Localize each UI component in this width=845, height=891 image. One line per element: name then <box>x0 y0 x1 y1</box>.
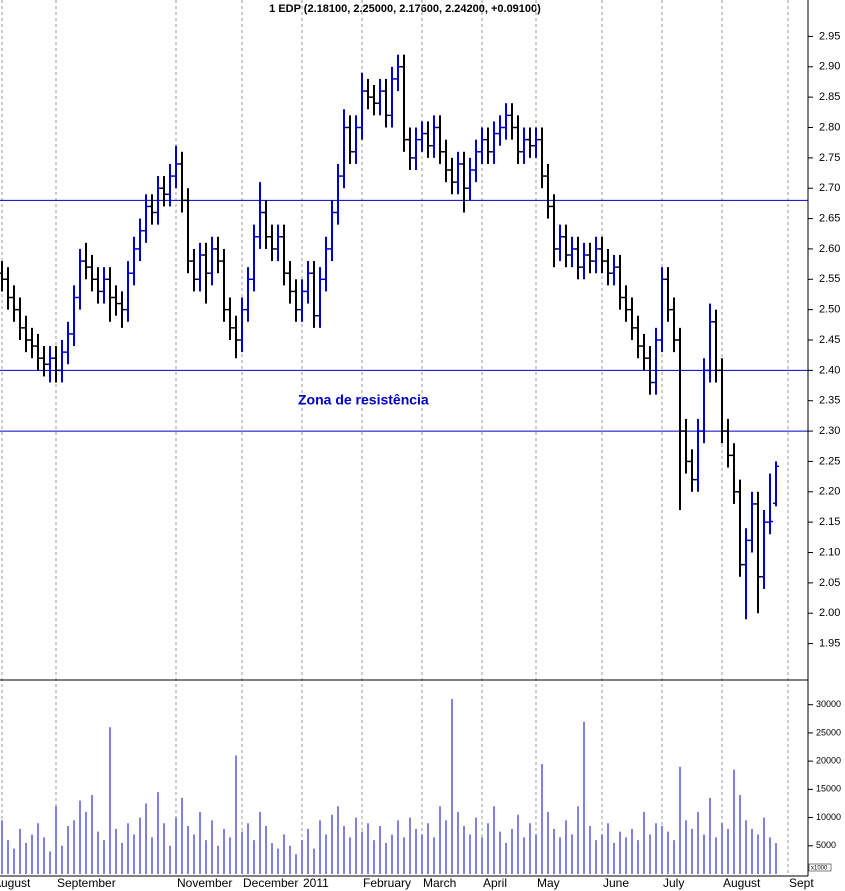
y-tick-label: 2.85 <box>819 91 840 103</box>
y-tick-label: 2.30 <box>819 425 840 437</box>
y-tick-label: 2.50 <box>819 304 840 316</box>
volume-tick-label: 20000 <box>816 756 841 766</box>
volume-tick-label: 5000 <box>816 840 836 850</box>
y-tick-label: 2.55 <box>819 273 840 285</box>
y-tick-label: 2.80 <box>819 121 840 133</box>
y-tick-label: 2.00 <box>819 607 840 619</box>
x-tick-label: August <box>723 876 761 890</box>
annotation: Zona de resistência <box>298 392 429 408</box>
x-tick-label: Sept <box>789 876 814 890</box>
x-tick-label: November <box>177 876 232 890</box>
x-tick-label: April <box>483 876 507 890</box>
x-tick-label: July <box>663 876 684 890</box>
y-tick-label: 2.20 <box>819 486 840 498</box>
chart-title: 1 EDP (2.18100, 2.25000, 2.17600, 2.2420… <box>269 3 541 15</box>
x-tick-label: August <box>0 876 31 890</box>
y-tick-label: 2.35 <box>819 395 840 407</box>
volume-tick-label: 10000 <box>816 812 841 822</box>
volume-tick-label: 30000 <box>816 699 841 709</box>
y-tick-label: 2.90 <box>819 61 840 73</box>
y-tick-label: 2.10 <box>819 546 840 558</box>
volume-scale-label: x1000 <box>811 866 828 872</box>
volume-tick-label: 25000 <box>816 727 841 737</box>
x-tick-label: 2011 <box>303 876 329 890</box>
y-tick-label: 2.15 <box>819 516 840 528</box>
y-tick-label: 2.45 <box>819 334 840 346</box>
x-tick-label: September <box>57 876 116 890</box>
scale-box <box>808 863 832 872</box>
y-tick-label: 2.25 <box>819 455 840 467</box>
x-tick-label: June <box>603 876 629 890</box>
y-tick-label: 2.70 <box>819 182 840 194</box>
x-tick-label: May <box>537 876 560 890</box>
x-tick-label: March <box>423 876 456 890</box>
y-tick-label: 2.75 <box>819 152 840 164</box>
y-tick-label: 2.95 <box>819 30 840 42</box>
volume-tick-label: 15000 <box>816 784 841 794</box>
x-tick-label: February <box>363 876 411 890</box>
x-tick-label: December <box>243 876 298 890</box>
y-tick-label: 1.95 <box>819 637 840 649</box>
y-tick-label: 2.60 <box>819 243 840 255</box>
y-tick-label: 2.65 <box>819 212 840 224</box>
y-tick-label: 2.40 <box>819 364 840 376</box>
y-tick-label: 2.05 <box>819 577 840 589</box>
